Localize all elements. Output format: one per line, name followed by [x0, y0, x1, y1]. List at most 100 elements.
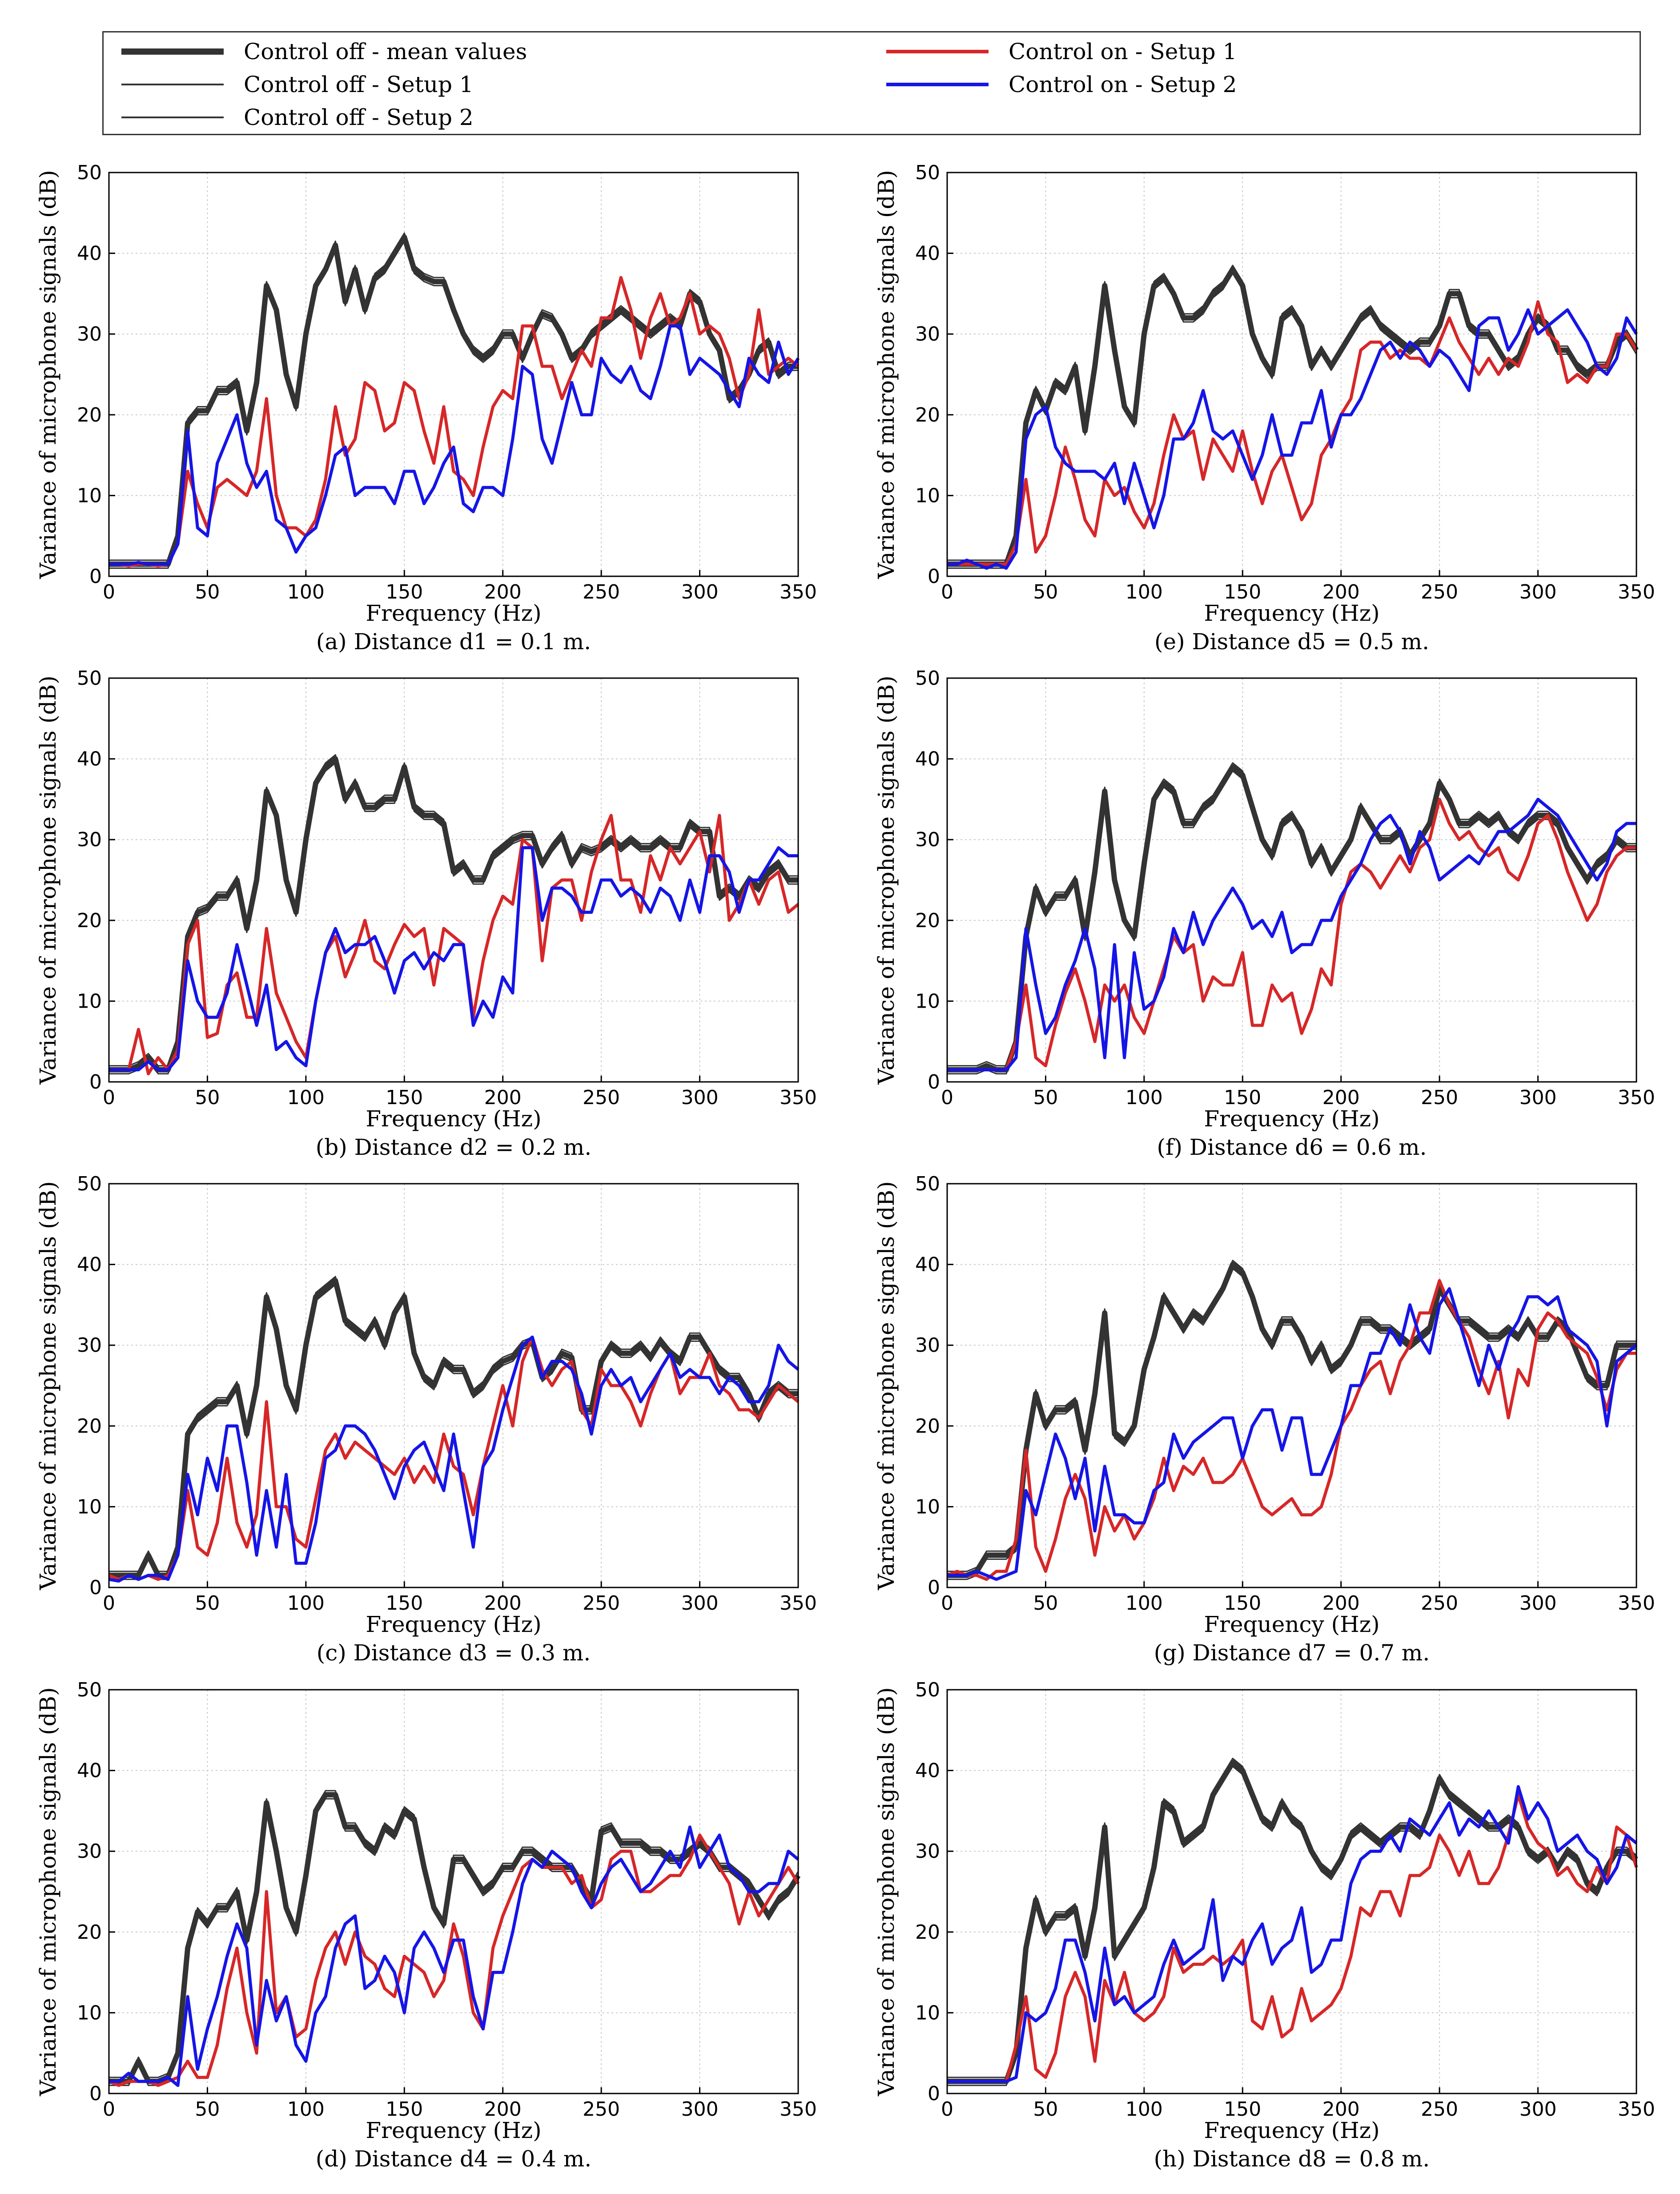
y-tick-label-50: 50 — [77, 667, 102, 690]
series-control-on-setup2-f — [947, 797, 1636, 1072]
series-control-off-setup1-d — [109, 1790, 799, 2078]
x-tick-label-200: 200 — [484, 1086, 522, 1109]
x-tick-label-100: 100 — [287, 1086, 325, 1109]
y-axis-label-a: Variance of microphone signals (dB) — [35, 170, 61, 579]
y-tick-label-10: 10 — [77, 484, 102, 507]
x-tick-label-50: 50 — [195, 1592, 220, 1615]
legend: Control off - mean values Control off - … — [102, 31, 1641, 135]
series-control-on-setup1-f — [947, 797, 1636, 1072]
x-tick-label-50: 50 — [195, 1086, 220, 1109]
legend-swatch-control-off-setup1 — [121, 84, 224, 85]
caption-d: (d) Distance d4 = 0.4 m. — [315, 2146, 592, 2172]
series-control-on-setup1-g — [946, 1279, 1636, 1581]
y-tick-label-30: 30 — [77, 1334, 102, 1357]
x-tick-label-50: 50 — [1033, 581, 1058, 603]
x-tick-label-50: 50 — [1033, 1592, 1058, 1615]
y-tick-label-20: 20 — [77, 1415, 102, 1438]
y-tick-label-50: 50 — [915, 161, 940, 184]
y-tick-label-30: 30 — [915, 828, 940, 851]
legend-entry-control-off-setup2: Control off - Setup 2 — [121, 102, 474, 133]
x-axis-label-h: Frequency (Hz) — [1204, 2118, 1379, 2143]
x-tick-label-0: 0 — [103, 1592, 115, 1615]
chart-f: 0 50 100 150 200 250 300 350 0 10 20 30 40 50 Frequenc… — [873, 667, 1655, 1132]
series-control-on-setup2-a — [109, 324, 800, 566]
chart-g: 0 50 100 150 200 250 300 350 0 10 20 30 40 50 Frequenc… — [873, 1173, 1655, 1637]
series-control-off-setup1-b — [109, 754, 798, 1067]
caption-b: (b) Distance d2 = 0.2 m. — [315, 1134, 592, 1160]
chart-h: 0 50 100 150 200 250 300 350 0 10 20 30 40 50 Frequenc… — [873, 1679, 1655, 2143]
legend-swatch-control-on-setup2 — [886, 83, 989, 86]
x-tick-label-350: 350 — [1618, 581, 1655, 603]
axes-frame-e — [946, 172, 1637, 577]
series-control-off-setup1-c — [109, 1276, 798, 1572]
y-tick-label-40: 40 — [915, 1254, 940, 1276]
y-tick-label-40: 40 — [915, 1760, 940, 1782]
y-tick-label-10: 10 — [915, 1495, 940, 1518]
x-tick-label-300: 300 — [681, 2098, 719, 2121]
x-tick-label-200: 200 — [1322, 581, 1360, 603]
x-tick-label-100: 100 — [1125, 581, 1163, 603]
x-tick-label-350: 350 — [1618, 2098, 1655, 2121]
y-tick-label-0: 0 — [928, 1576, 940, 1599]
x-tick-label-0: 0 — [941, 581, 953, 603]
x-tick-label-150: 150 — [1224, 2098, 1261, 2121]
plot-area-h: 0 50 100 150 200 250 300 350 0 10 20 30 40 50 Frequenc… — [873, 1679, 1655, 2143]
axes-frame-h — [946, 1689, 1637, 2094]
x-tick-label-250: 250 — [1421, 2098, 1458, 2121]
x-tick-label-200: 200 — [484, 581, 522, 603]
series-control-on-setup1-c — [108, 1335, 800, 1581]
y-axis-label-f: Variance of microphone signals (dB) — [873, 675, 899, 1085]
x-tick-label-250: 250 — [583, 1086, 620, 1109]
y-tick-label-0: 0 — [89, 2082, 102, 2105]
y-tick-label-50: 50 — [915, 1173, 940, 1195]
series-control-on-setup2-b — [109, 846, 798, 1072]
x-tick-label-0: 0 — [941, 1086, 953, 1109]
x-tick-label-250: 250 — [1421, 1086, 1458, 1109]
y-tick-label-50: 50 — [915, 667, 940, 690]
y-tick-label-40: 40 — [77, 1254, 102, 1276]
y-axis-label-b: Variance of microphone signals (dB) — [35, 675, 61, 1085]
series-control-off-mean-d — [109, 1792, 801, 2084]
y-tick-label-40: 40 — [77, 748, 102, 771]
legend-swatch-control-off-mean — [121, 48, 224, 55]
legend-label-control-off-mean: Control off - mean values — [244, 39, 527, 64]
x-tick-label-300: 300 — [1519, 1086, 1557, 1109]
series-control-on-setup2-d — [109, 1825, 800, 2087]
y-tick-label-10: 10 — [915, 2001, 940, 2024]
caption-e: (e) Distance d5 = 0.5 m. — [1154, 629, 1430, 655]
series-control-off-mean-f — [947, 764, 1636, 1073]
x-tick-label-250: 250 — [1421, 581, 1458, 603]
x-tick-label-150: 150 — [386, 1592, 423, 1615]
legend-entry-control-on-setup1: Control on - Setup 1 — [886, 36, 1237, 67]
y-tick-label-0: 0 — [89, 565, 102, 588]
legend-label-control-on-setup2: Control on - Setup 2 — [1009, 72, 1237, 97]
x-axis-label-e: Frequency (Hz) — [1204, 600, 1379, 626]
series-control-on-setup2-e — [947, 308, 1638, 570]
x-tick-label-300: 300 — [681, 1592, 719, 1615]
x-tick-label-150: 150 — [386, 1086, 423, 1109]
y-tick-label-40: 40 — [915, 748, 940, 771]
x-tick-label-200: 200 — [1322, 2098, 1360, 2121]
x-tick-label-150: 150 — [386, 2098, 423, 2121]
x-tick-label-350: 350 — [780, 581, 817, 603]
x-tick-label-0: 0 — [941, 2098, 953, 2121]
caption-h: (h) Distance d8 = 0.8 m. — [1153, 2146, 1430, 2172]
series-control-on-setup2-c — [109, 1335, 800, 1583]
axes-frame-f — [946, 677, 1637, 1083]
x-axis-label-d: Frequency (Hz) — [366, 2118, 541, 2143]
y-axis-label-e: Variance of microphone signals (dB) — [873, 170, 899, 579]
x-tick-label-350: 350 — [1618, 1592, 1655, 1615]
axes-frame-a — [108, 172, 799, 577]
plot-area-e: 0 50 100 150 200 250 300 350 0 10 20 30 40 50 Frequenc… — [873, 161, 1655, 626]
y-tick-label-10: 10 — [915, 484, 940, 507]
x-axis-label-b: Frequency (Hz) — [366, 1106, 541, 1132]
y-tick-label-50: 50 — [77, 1679, 102, 1701]
x-tick-label-250: 250 — [583, 581, 620, 603]
x-tick-label-350: 350 — [780, 1086, 817, 1109]
x-tick-label-100: 100 — [1125, 1086, 1163, 1109]
legend-entry-control-off-setup1: Control off - Setup 1 — [121, 69, 474, 100]
series-control-off-mean-a — [109, 234, 798, 567]
x-tick-label-200: 200 — [484, 2098, 522, 2121]
y-tick-label-30: 30 — [915, 323, 940, 346]
